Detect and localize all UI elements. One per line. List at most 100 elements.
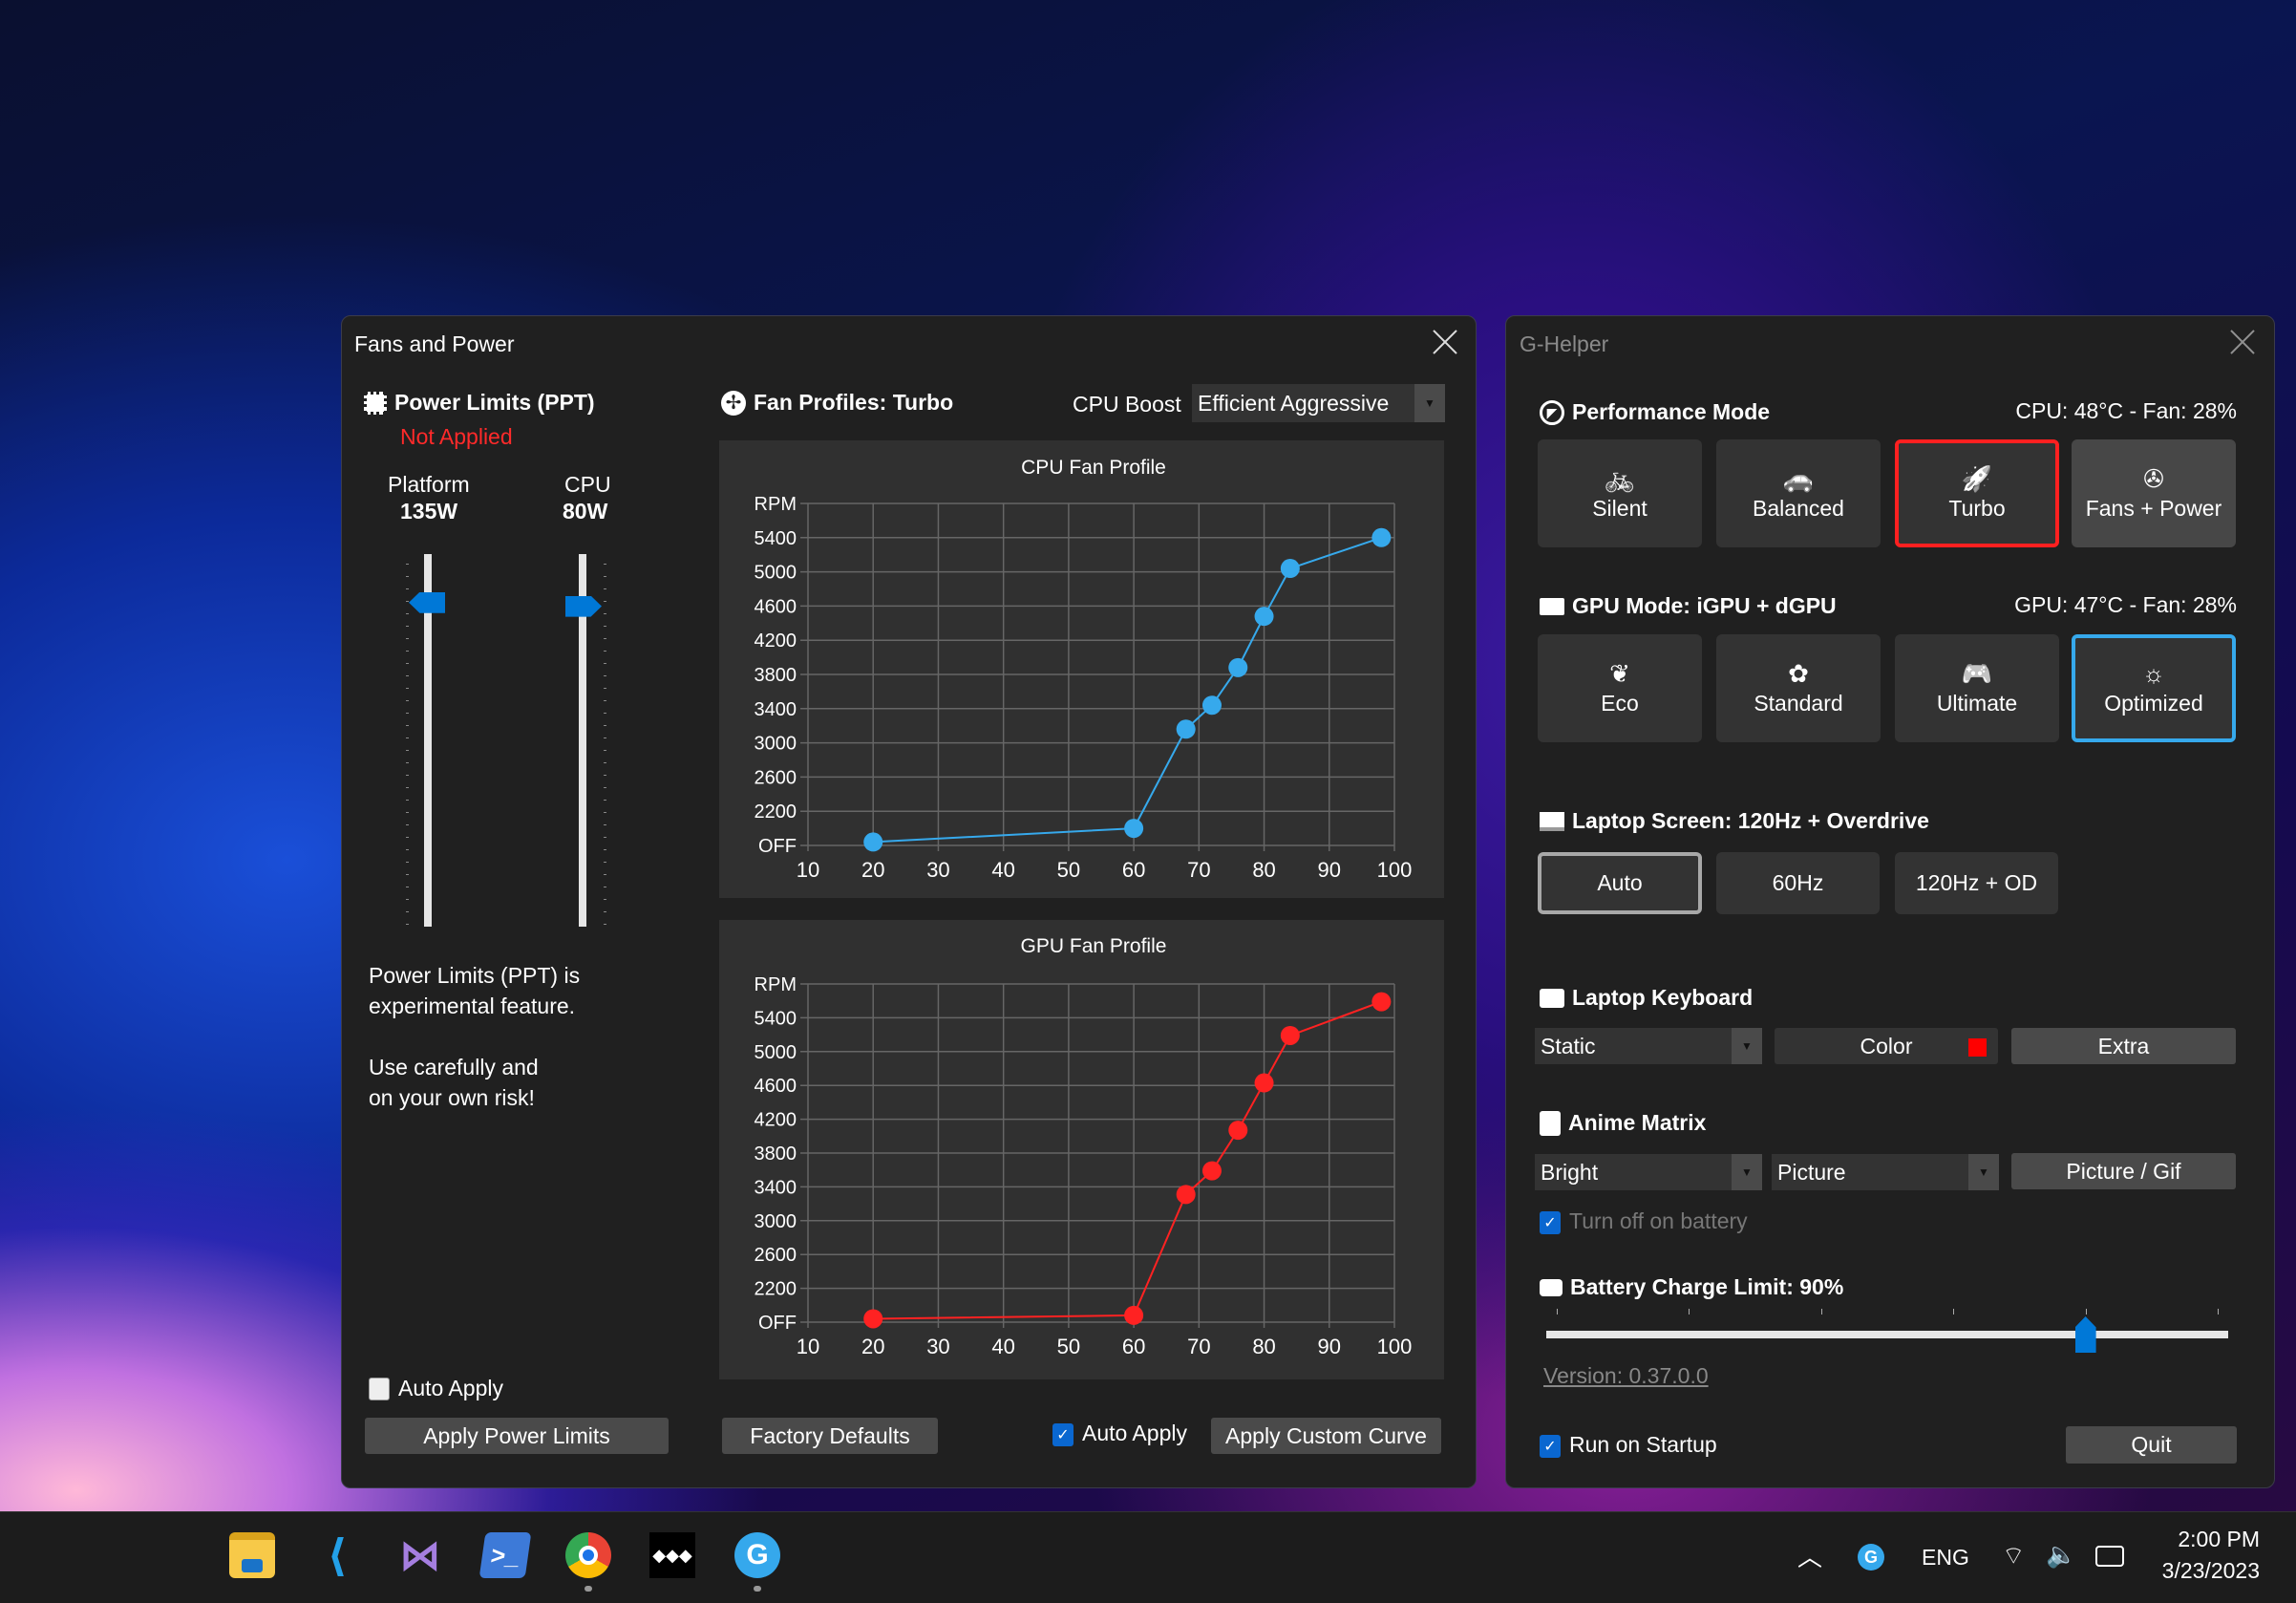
gpu-ultimate-button[interactable]: 🎮 Ultimate — [1895, 634, 2059, 742]
visual-studio-icon[interactable]: ⋈ — [399, 1531, 441, 1579]
picture-gif-button[interactable]: Picture / Gif — [2011, 1153, 2236, 1189]
chevron-down-icon[interactable]: ▼ — [1732, 1154, 1762, 1190]
apply-power-limits-button[interactable]: Apply Power Limits — [365, 1418, 669, 1454]
fan-curve-point[interactable] — [1254, 1073, 1274, 1093]
run-on-startup-label[interactable]: Run on Startup — [1569, 1432, 1717, 1457]
x-tick-label: 20 — [861, 858, 884, 882]
performance-fans-power-button[interactable]: ✇ Fans + Power — [2072, 439, 2236, 547]
vscode-icon[interactable]: ⟨ — [327, 1530, 348, 1580]
battery-slider-track[interactable] — [1546, 1331, 2228, 1338]
slider-tick — [604, 663, 606, 664]
slider-tick — [604, 775, 606, 776]
chevron-down-icon[interactable]: ▼ — [1968, 1154, 1999, 1190]
fan-curve-point[interactable] — [1201, 695, 1222, 716]
file-explorer-icon[interactable] — [229, 1532, 275, 1578]
keyboard-mode-dropdown[interactable]: Static ▼ — [1535, 1028, 1762, 1064]
slider-tick — [406, 911, 409, 912]
slider-tick — [604, 800, 606, 801]
ppt-auto-apply-label[interactable]: Auto Apply — [398, 1376, 503, 1400]
fan-curve-point[interactable] — [863, 1309, 883, 1329]
apply-custom-curve-button[interactable]: Apply Custom Curve — [1211, 1418, 1441, 1454]
quit-button[interactable]: Quit — [2066, 1426, 2237, 1464]
ppt-auto-apply-checkbox[interactable] — [369, 1378, 390, 1400]
tray-g-helper-icon[interactable]: G — [1858, 1544, 1884, 1571]
battery-icon[interactable] — [2095, 1546, 2124, 1567]
chevron-down-icon[interactable]: ▼ — [1414, 384, 1445, 422]
fan-curve-point[interactable] — [1176, 719, 1196, 739]
slider-tick — [406, 564, 409, 565]
factory-defaults-button[interactable]: Factory Defaults — [722, 1418, 938, 1454]
clock-time[interactable]: 2:00 PM — [2178, 1527, 2260, 1551]
volume-icon[interactable]: 🔈 — [2046, 1540, 2077, 1569]
fan-curve-point[interactable] — [1228, 657, 1248, 677]
slider-tick — [1557, 1309, 1558, 1314]
screen-60hz-button[interactable]: 60Hz — [1716, 852, 1880, 914]
taskbar — [0, 1511, 2296, 1603]
wifi-icon[interactable]: ⌔ — [2002, 1541, 2026, 1570]
fan-curve-point[interactable] — [1371, 527, 1392, 547]
fan-curve-point[interactable] — [1201, 1161, 1222, 1181]
chrome-icon[interactable] — [565, 1532, 611, 1578]
y-tick-label: 3000 — [755, 1211, 797, 1232]
battery-slider-thumb[interactable] — [2074, 1316, 2096, 1353]
fan-curve-point[interactable] — [1280, 559, 1300, 579]
curve-auto-apply-checkbox[interactable]: ✓ — [1052, 1423, 1074, 1446]
performance-mode-label: Balanced — [1753, 496, 1844, 521]
x-tick-label: 40 — [991, 1335, 1014, 1358]
slider-tick — [406, 601, 409, 602]
keyboard-color-button[interactable]: Color — [1775, 1028, 1998, 1064]
chevron-down-icon[interactable]: ▼ — [1732, 1028, 1762, 1064]
anime-brightness-dropdown[interactable]: Bright ▼ — [1535, 1154, 1762, 1190]
cpu-slider-thumb[interactable] — [565, 595, 602, 617]
cpu-slider-track[interactable] — [579, 554, 586, 927]
slider-tick — [406, 588, 409, 589]
language-indicator[interactable]: ENG — [1922, 1545, 1969, 1570]
power-limits-title: Power Limits (PPT) — [394, 390, 595, 415]
tray-overflow-chevron-icon[interactable]: ︿ — [1797, 1543, 1823, 1571]
laptop-screen-header: Laptop Screen: 120Hz + Overdrive — [1540, 808, 1929, 834]
fan-curve-point[interactable] — [863, 832, 883, 852]
battery-charge-title: Battery Charge Limit: 90% — [1570, 1274, 1844, 1299]
screen-auto-label: Auto — [1597, 870, 1643, 895]
screen-auto-button[interactable]: Auto — [1538, 852, 1702, 914]
y-tick-label: 4600 — [755, 596, 797, 617]
performance-turbo-button[interactable]: 🚀 Turbo — [1895, 439, 2059, 547]
fan-curve-point[interactable] — [1176, 1185, 1196, 1205]
x-tick-label: 30 — [926, 858, 949, 882]
version-link[interactable]: Version: 0.37.0.0 — [1543, 1363, 1709, 1388]
fan-curve-point[interactable] — [1228, 1121, 1248, 1141]
fan-curve-point[interactable] — [1124, 1305, 1144, 1325]
powershell-icon[interactable]: >_ — [478, 1532, 532, 1578]
anime-mode-dropdown[interactable]: Picture ▼ — [1772, 1154, 1999, 1190]
close-icon[interactable] — [2230, 330, 2255, 354]
clock-date[interactable]: 3/23/2023 — [2161, 1558, 2260, 1583]
cpu-chip-icon — [364, 391, 387, 415]
performance-silent-button[interactable]: 🚲 Silent — [1538, 439, 1702, 547]
fan-curve-line — [873, 1000, 1382, 1320]
y-tick-label: 2200 — [755, 1279, 797, 1300]
tidal-icon[interactable]: ◆◆◆ — [649, 1532, 695, 1578]
g-helper-icon[interactable]: G — [734, 1532, 780, 1578]
fan-curve-point[interactable] — [1371, 992, 1392, 1012]
start-icon[interactable] — [144, 1532, 190, 1578]
slider-tick — [1953, 1309, 1955, 1314]
gpu-standard-button[interactable]: ✿ Standard — [1716, 634, 1881, 742]
keyboard-extra-button[interactable]: Extra — [2011, 1028, 2236, 1064]
cpu-boost-dropdown[interactable]: Efficient Aggressive ▼ — [1192, 384, 1445, 422]
screen-120hz-od-button[interactable]: 120Hz + OD — [1895, 852, 2058, 914]
fan-curve-point[interactable] — [1254, 607, 1274, 627]
flower-icon: ✿ — [1788, 659, 1809, 688]
platform-slider-track[interactable] — [424, 554, 432, 927]
fan-curve-point[interactable] — [1124, 819, 1144, 839]
platform-slider-thumb[interactable] — [409, 591, 445, 613]
curve-auto-apply-label[interactable]: Auto Apply — [1082, 1421, 1187, 1445]
run-on-startup-checkbox[interactable]: ✓ — [1540, 1435, 1561, 1458]
fan-curve-point[interactable] — [1280, 1025, 1300, 1045]
gpu-card-icon — [1540, 597, 1564, 615]
turn-off-on-battery-checkbox[interactable]: ✓ — [1540, 1211, 1561, 1234]
gpu-optimized-button[interactable]: ☼ Optimized — [2072, 634, 2236, 742]
performance-balanced-button[interactable]: 🚗 Balanced — [1716, 439, 1881, 547]
gpu-eco-button[interactable]: ❦ Eco — [1538, 634, 1702, 742]
turn-off-on-battery-label[interactable]: Turn off on battery — [1569, 1208, 1748, 1233]
